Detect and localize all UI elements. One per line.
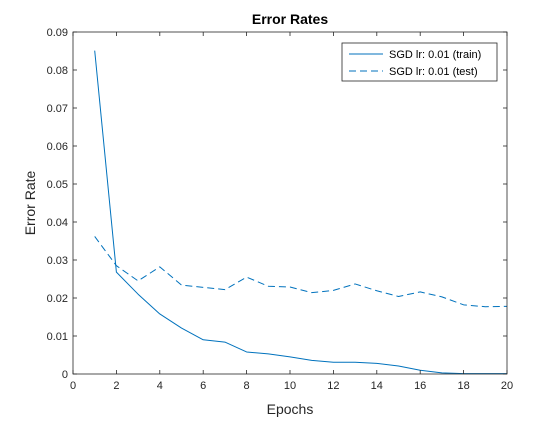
x-tick-label: 0 <box>70 380 76 392</box>
series-line-test <box>94 236 508 308</box>
x-tick-label: 14 <box>371 380 383 392</box>
y-axis-label: Error Rate <box>22 171 38 236</box>
plot-area-background <box>73 32 507 374</box>
x-tick-label: 18 <box>457 380 469 392</box>
y-tick-label: 0.08 <box>47 65 68 77</box>
x-tick-label: 2 <box>113 380 119 392</box>
x-tick-label: 10 <box>284 380 296 392</box>
x-axis-label: Epochs <box>267 401 314 417</box>
y-tick-label: 0.09 <box>47 27 68 39</box>
x-tick-label: 16 <box>414 380 426 392</box>
x-tick-label: 6 <box>200 380 206 392</box>
tick-layer: 0 2 4 6 8 10 12 14 16 18 20 0 0.01 0.02 0.03 0.04 0.05 0.… <box>47 27 514 392</box>
x-tick-label: 8 <box>244 380 250 392</box>
y-tick-label: 0 <box>62 369 68 381</box>
y-tick-label: 0.06 <box>47 141 68 153</box>
series-layer <box>94 50 508 375</box>
y-tick-label: 0.02 <box>47 293 68 305</box>
y-tick-label: 0.04 <box>47 217 68 229</box>
legend-box <box>341 42 498 82</box>
chart-title: Error Rates <box>252 11 328 27</box>
legend-label-test: SGD lr: 0.01 (test) <box>389 66 478 78</box>
legend-label-train: SGD lr: 0.01 (train) <box>389 49 481 61</box>
series-line-train <box>94 50 507 375</box>
y-tick-label: 0.05 <box>47 179 68 191</box>
x-tick-label: 12 <box>327 380 339 392</box>
legend: SGD lr: 0.01 (train) SGD lr: 0.01 (test) <box>341 42 498 82</box>
x-tick-label: 20 <box>501 380 513 392</box>
y-tick-label: 0.07 <box>47 103 68 115</box>
plot-frame <box>72 31 508 375</box>
x-tick-label: 4 <box>157 380 163 392</box>
y-tick-label: 0.01 <box>47 331 68 343</box>
y-tick-label: 0.03 <box>47 255 68 267</box>
